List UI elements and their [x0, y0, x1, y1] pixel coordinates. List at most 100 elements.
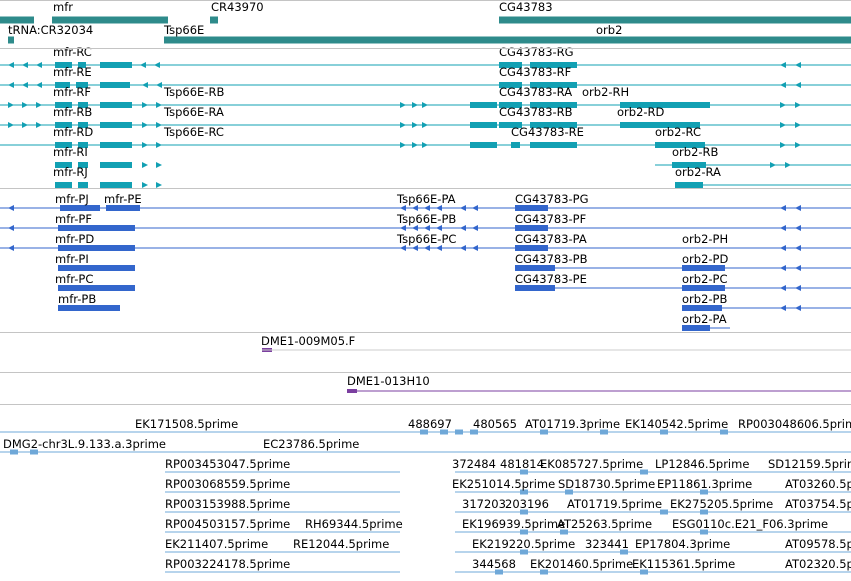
transcript-label[interactable]: orb2-RH: [582, 85, 630, 99]
transcript-exon[interactable]: [499, 62, 522, 68]
transcript-exon[interactable]: [499, 82, 522, 88]
transcript-exon[interactable]: [100, 82, 130, 88]
transcript-exon[interactable]: [55, 62, 72, 68]
protein-label[interactable]: orb2-PA: [682, 312, 727, 326]
est-label[interactable]: EK275205.5prime: [670, 497, 774, 511]
est-label[interactable]: AT01719.3prime: [525, 417, 621, 431]
transcript-label[interactable]: orb2-RA: [675, 165, 721, 179]
est-block[interactable]: [620, 549, 628, 555]
transcript-exon[interactable]: [78, 162, 88, 168]
est-label[interactable]: 317203: [462, 497, 506, 511]
protein-label[interactable]: mfr-PD: [55, 232, 95, 246]
protein-exon[interactable]: [58, 285, 135, 291]
est-block[interactable]: [600, 429, 608, 435]
protein-label[interactable]: mfr-PC: [55, 272, 94, 286]
transcript-label[interactable]: CG43783-RE: [511, 125, 584, 139]
protein-exon[interactable]: [58, 305, 120, 311]
est-label[interactable]: EK085727.5prime: [540, 457, 644, 471]
gene-bar[interactable]: [164, 36, 851, 44]
est-label[interactable]: EP11861.3prime: [657, 477, 753, 491]
protein-label[interactable]: orb2-PC: [682, 272, 728, 286]
est-label[interactable]: SD12159.5prime: [768, 457, 851, 471]
est-label[interactable]: 203196: [505, 497, 549, 511]
est-block[interactable]: [560, 529, 568, 535]
protein-exon[interactable]: [515, 205, 548, 211]
protein-exon[interactable]: [682, 265, 725, 271]
est-label[interactable]: EK211407.5prime: [165, 537, 269, 551]
transcript-label[interactable]: CG43783-RA: [499, 85, 573, 99]
transcript-exon[interactable]: [530, 62, 577, 68]
transcript-exon[interactable]: [100, 142, 132, 148]
est-block[interactable]: [520, 469, 528, 475]
est-block[interactable]: [470, 429, 478, 435]
gene-label[interactable]: Tsp66E: [164, 23, 205, 37]
protein-label[interactable]: CG43783-PE: [515, 272, 587, 286]
est-label[interactable]: 372484: [452, 457, 496, 471]
transcript-exon[interactable]: [620, 102, 710, 108]
est-label[interactable]: 481814: [500, 457, 544, 471]
est-label[interactable]: EK251014.5prime: [452, 477, 556, 491]
transcript-exon[interactable]: [78, 182, 88, 188]
gene-label[interactable]: CR43970: [211, 0, 264, 14]
est-label[interactable]: ESG0110c.E21_F06.3prime: [672, 517, 829, 531]
protein-label[interactable]: mfr-PB: [58, 292, 97, 306]
est-label[interactable]: LP12846.5prime: [655, 457, 750, 471]
est-block[interactable]: [520, 549, 528, 555]
protein-label[interactable]: mfr-PF: [55, 212, 92, 226]
protein-label[interactable]: orb2-PB: [682, 292, 728, 306]
transcript-label[interactable]: mfr-RJ: [53, 165, 88, 179]
est-block[interactable]: [440, 429, 448, 435]
transcript-exon[interactable]: [100, 122, 132, 128]
transcript-exon[interactable]: [78, 142, 88, 148]
transcript-label[interactable]: Tsp66E-RB: [164, 85, 225, 99]
gene-bar[interactable]: [52, 16, 168, 24]
protein-label[interactable]: CG43783-PF: [515, 212, 587, 226]
transcript-label[interactable]: mfr-RE: [53, 65, 92, 79]
protein-label[interactable]: CG43783-PB: [515, 252, 588, 266]
protein-exon[interactable]: [58, 265, 135, 271]
transcript-exon[interactable]: [100, 182, 132, 188]
protein-exon[interactable]: [682, 285, 725, 291]
est-label[interactable]: RP003153988.5prime: [165, 497, 291, 511]
protein-label[interactable]: orb2-PD: [682, 252, 729, 266]
est-block[interactable]: [10, 449, 18, 455]
protein-exon[interactable]: [60, 205, 100, 211]
est-label[interactable]: EK171508.5prime: [135, 417, 239, 431]
est-label[interactable]: AT09578.5prime: [785, 537, 851, 551]
est-block[interactable]: [520, 489, 528, 495]
est-block[interactable]: [540, 569, 548, 575]
protein-label[interactable]: Tsp66E-PB: [397, 212, 457, 226]
transcript-label[interactable]: CG43783-RB: [499, 105, 573, 119]
gene-label[interactable]: mfr: [53, 0, 73, 14]
est-label[interactable]: AT02320.5prime: [785, 557, 851, 571]
transcript-exon[interactable]: [530, 122, 577, 128]
transcript-label[interactable]: mfr-RB: [53, 105, 93, 119]
protein-exon[interactable]: [682, 325, 710, 331]
transcript-exon[interactable]: [655, 142, 705, 148]
protein-label[interactable]: Tsp66E-PA: [397, 192, 456, 206]
est-label[interactable]: EC23786.5prime: [263, 437, 360, 451]
est-label[interactable]: EK140542.5prime: [625, 417, 729, 431]
transcript-exon[interactable]: [499, 122, 522, 128]
gene-bar[interactable]: [499, 16, 851, 24]
est-label[interactable]: RE12044.5prime: [293, 537, 390, 551]
clone-label[interactable]: DME1-013H10: [347, 374, 430, 388]
transcript-label[interactable]: Tsp66E-RC: [164, 125, 224, 139]
est-label[interactable]: DMG2-chr3L.9.133.a.3prime: [3, 437, 166, 451]
transcript-exon[interactable]: [675, 182, 703, 188]
transcript-exon[interactable]: [511, 142, 520, 148]
est-block[interactable]: [700, 529, 708, 535]
transcript-exon[interactable]: [78, 102, 88, 108]
protein-exon[interactable]: [58, 245, 135, 251]
transcript-exon[interactable]: [76, 82, 88, 88]
est-label[interactable]: EK219220.5prime: [472, 537, 576, 551]
protein-label[interactable]: CG43783-PG: [515, 192, 589, 206]
est-label[interactable]: EK115361.5prime: [632, 557, 736, 571]
est-label[interactable]: AT03754.5prime: [785, 497, 851, 511]
protein-label[interactable]: CG43783-PA: [515, 232, 587, 246]
est-block[interactable]: [660, 429, 668, 435]
transcript-exon[interactable]: [55, 102, 72, 108]
est-block[interactable]: [640, 469, 648, 475]
est-label[interactable]: EK201460.5prime: [530, 557, 634, 571]
est-label[interactable]: 323441: [585, 537, 629, 551]
